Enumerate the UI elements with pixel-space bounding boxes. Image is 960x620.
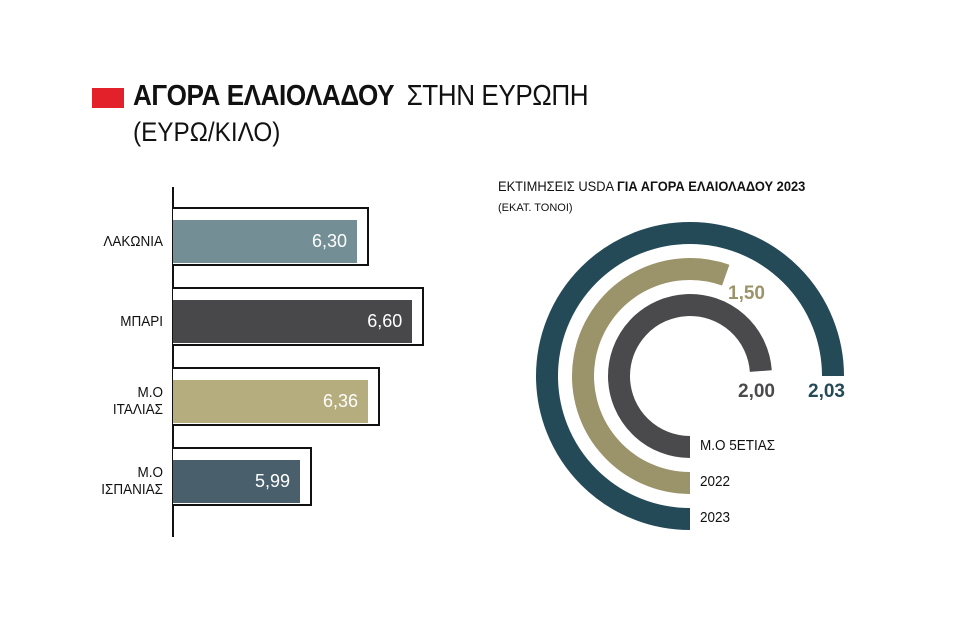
bar (173, 380, 369, 423)
radial-title: ΕΚΤΙΜΗΣΕΙΣ USDA ΓΙΑ ΑΓΟΡΑ ΕΛΑΙΟΛΑΔΟΥ 202… (498, 178, 805, 194)
bar-value-label: 6,60 (367, 311, 403, 331)
radial-subtitle: (ΕΚΑΤ. ΤΟΝΟΙ) (498, 202, 573, 214)
title-light: ΣΤΗΝ ΕΥΡΩΠΗ (406, 80, 589, 112)
bar-value-label: 5,99 (254, 471, 290, 491)
category-line: ΙΣΠΑΝΙΑΣ (101, 481, 163, 498)
title-accent-block (92, 88, 124, 108)
category-line: ΙΤΑΛΙΑΣ (112, 401, 163, 418)
radial-value-label: 2,00 (738, 381, 775, 402)
radial-bar-Μ.Ο 5ΕΤΙΑΣ (608, 294, 772, 458)
title-bold: ΑΓΟΡΑ ΕΛΑΙΟΛΑΔΟΥ (133, 80, 395, 112)
category-line: ΜΠΑΡΙ (120, 312, 163, 330)
chart-subtitle: (ΕΥΡΩ/ΚΙΛΟ) (133, 117, 281, 147)
radial-bar-2023 (536, 222, 844, 530)
bar-category-label: Μ.Ο ΙΣΠΑΝΙΑΣ (87, 464, 163, 498)
bar (173, 220, 358, 263)
bar-category-label: ΛΑΚΩΝΙΑ (87, 232, 163, 250)
bar (173, 300, 413, 343)
radial-series-label: 2022 (700, 473, 731, 490)
category-line: Μ.Ο (137, 384, 163, 401)
chart-title: ΑΓΟΡΑ ΕΛΑΙΟΛΑΔΟΥ ΣΤΗΝ ΕΥΡΩΠΗ (133, 80, 589, 113)
bar-category-label: Μ.Ο ΙΤΑΛΙΑΣ (87, 384, 163, 418)
radial-title-bold: ΓΙΑ ΑΓΟΡΑ ΕΛΑΙΟΛΑΔΟΥ 2023 (616, 178, 806, 194)
bar (173, 460, 300, 503)
bar-value-label: 6,36 (323, 391, 359, 411)
bar-value-label: 6,30 (311, 231, 348, 251)
radial-title-light: ΕΚΤΙΜΗΣΕΙΣ USDA (498, 178, 614, 194)
bar-axis (172, 187, 174, 537)
radial-value-label: 1,50 (728, 283, 765, 304)
radial-value-label: 2,03 (808, 381, 845, 402)
category-line: Μ.Ο (137, 464, 163, 481)
bar-category-label: ΜΠΑΡΙ (87, 312, 163, 330)
radial-bar-2022 (572, 258, 730, 494)
radial-series-label: Μ.Ο 5ΕΤΙΑΣ (700, 437, 776, 454)
category-line: ΛΑΚΩΝΙΑ (103, 232, 163, 250)
radial-series-label: 2023 (700, 509, 731, 526)
